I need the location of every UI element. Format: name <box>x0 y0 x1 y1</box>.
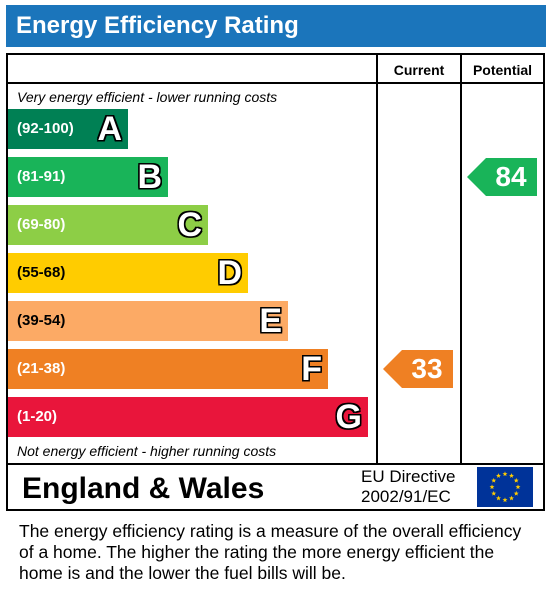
potential-rating-arrow: 84 <box>467 158 537 196</box>
current-rating-value: 33 <box>411 353 443 384</box>
band-letter: D <box>217 254 242 292</box>
band-f: (21-38) F <box>8 349 328 389</box>
eu-directive: EU Directive 2002/91/EC <box>361 467 455 507</box>
potential-column-header: Potential <box>472 62 533 78</box>
band-range: (55-68) <box>17 264 66 281</box>
band-range: (1-20) <box>17 408 58 425</box>
current-rating-arrow: 33 <box>383 350 453 388</box>
footer-divider <box>8 463 543 465</box>
directive-line-1: EU Directive <box>361 467 456 486</box>
bottom-caption: Not energy efficient - higher running co… <box>17 443 277 459</box>
band-b: (81-91) B <box>8 157 168 197</box>
band-range: (81-91) <box>17 168 66 185</box>
current-column-header: Current <box>393 62 445 78</box>
eu-flag-icon <box>477 467 533 507</box>
top-caption: Very energy efficient - lower running co… <box>17 89 278 105</box>
band-letter: E <box>259 302 282 340</box>
band-letter: B <box>137 158 162 196</box>
divider-current <box>376 55 378 465</box>
band-letter: G <box>335 398 362 436</box>
country-label: England & Wales <box>22 472 265 505</box>
band-range: (39-54) <box>17 312 66 329</box>
directive-line-2: 2002/91/EC <box>361 487 451 506</box>
band-e: (39-54) E <box>8 301 288 341</box>
band-g: (1-20) G <box>8 397 368 437</box>
potential-rating-value: 84 <box>495 161 527 192</box>
band-a: (92-100) A <box>8 109 128 149</box>
band-range: (21-38) <box>17 360 66 377</box>
band-d: (55-68) D <box>8 253 248 293</box>
description-text: The energy efficiency rating is a measur… <box>19 521 522 583</box>
band-range: (69-80) <box>17 216 66 233</box>
band-letter: A <box>97 110 122 148</box>
header-divider <box>8 82 543 84</box>
band-c: (69-80) C <box>8 205 208 245</box>
band-letter: F <box>301 350 322 388</box>
title-bar: Energy Efficiency Rating <box>6 5 546 47</box>
page-title: Energy Efficiency Rating <box>16 12 299 39</box>
band-range: (92-100) <box>17 120 74 137</box>
divider-potential <box>460 55 462 465</box>
band-letter: C <box>177 206 202 244</box>
rating-chart: Current Potential Very energy efficient … <box>6 53 545 511</box>
